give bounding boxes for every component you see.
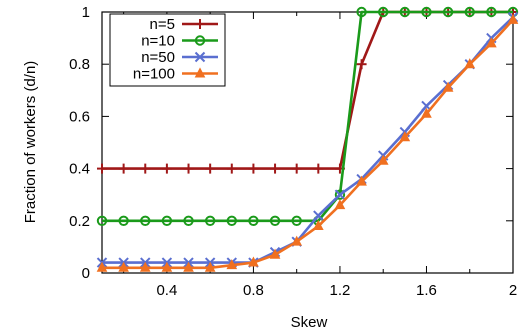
data-point [161,215,173,227]
data-point [356,6,367,18]
legend-marker [194,51,206,63]
data-point [334,189,346,200]
series-line [102,18,514,270]
y-tick-label: 1 [82,4,90,21]
data-point [183,261,194,272]
data-point [399,131,411,142]
data-point [269,215,281,227]
data-point [312,219,324,231]
data-point [442,81,454,92]
legend-item: n=100 [133,66,218,83]
plot-frame [101,11,514,274]
data-point [464,58,476,69]
data-point [399,6,411,18]
x-tick-label: 1.2 [330,282,351,299]
y-tick-label: 0.8 [69,56,90,73]
axes: 0.4 0.8 1.2 1.6 2 0 0.2 0.4 0.6 0.8 1 [69,4,517,299]
data-point [356,59,367,70]
data-point [226,259,238,270]
data-point [248,256,259,267]
data-point [96,215,108,227]
data-point [204,261,216,272]
data-point [140,215,151,227]
data-point [140,163,151,174]
data-point [97,163,107,174]
x-tick-label: 0.8 [243,282,264,299]
y-tick-label: 0.2 [69,213,90,230]
data-point [421,6,432,18]
legend-item: n=5 [150,16,218,33]
data-point [291,235,303,246]
data-point [183,163,194,174]
data-point [486,37,497,48]
data-point [291,215,302,227]
y-tick-label: 0 [82,265,90,282]
legend-label: n=5 [150,16,175,33]
x-tick-label: 0.4 [156,282,177,299]
data-point [118,215,129,227]
data-point [161,163,172,174]
legend-label: n=50 [141,49,175,66]
data-point [204,215,216,227]
data-point [248,163,259,174]
x-tick-label: 1.6 [416,282,437,299]
series-layer [96,6,519,272]
data-point [421,107,432,118]
data-point [226,163,237,174]
data-point [226,215,237,227]
data-point [507,13,519,24]
data-point [96,261,108,272]
data-point [442,6,454,18]
data-point [248,215,259,227]
legend: n=5n=10n=50n=100 [109,13,226,87]
x-tick-label: 2 [509,282,517,299]
data-point [269,248,281,259]
legend-marker [194,35,206,46]
series-n-100 [96,13,519,272]
data-point [486,6,497,18]
data-point [118,261,129,272]
data-point [356,175,367,186]
data-point [334,199,346,210]
data-point [118,163,129,174]
y-tick-label: 0.4 [69,161,90,178]
data-point [464,6,475,18]
data-point [183,215,194,227]
legend-item: n=10 [141,33,218,50]
legend-label: n=10 [141,33,175,50]
data-point [313,163,324,174]
data-point [139,261,151,272]
y-axis-label: Fraction of workers (d/n) [22,61,39,224]
legend-marker [195,19,205,29]
data-point [334,189,346,200]
data-point [205,163,216,174]
data-point [313,210,324,221]
data-point [377,154,389,165]
data-point [161,261,173,272]
x-axis-label: Skew [291,314,328,331]
legend-item: n=50 [141,49,218,66]
data-point [291,163,302,174]
legend-marker [194,67,206,78]
y-tick-label: 0.6 [69,108,90,125]
data-point [270,163,281,174]
data-point [378,6,389,18]
legend-label: n=100 [133,66,175,83]
